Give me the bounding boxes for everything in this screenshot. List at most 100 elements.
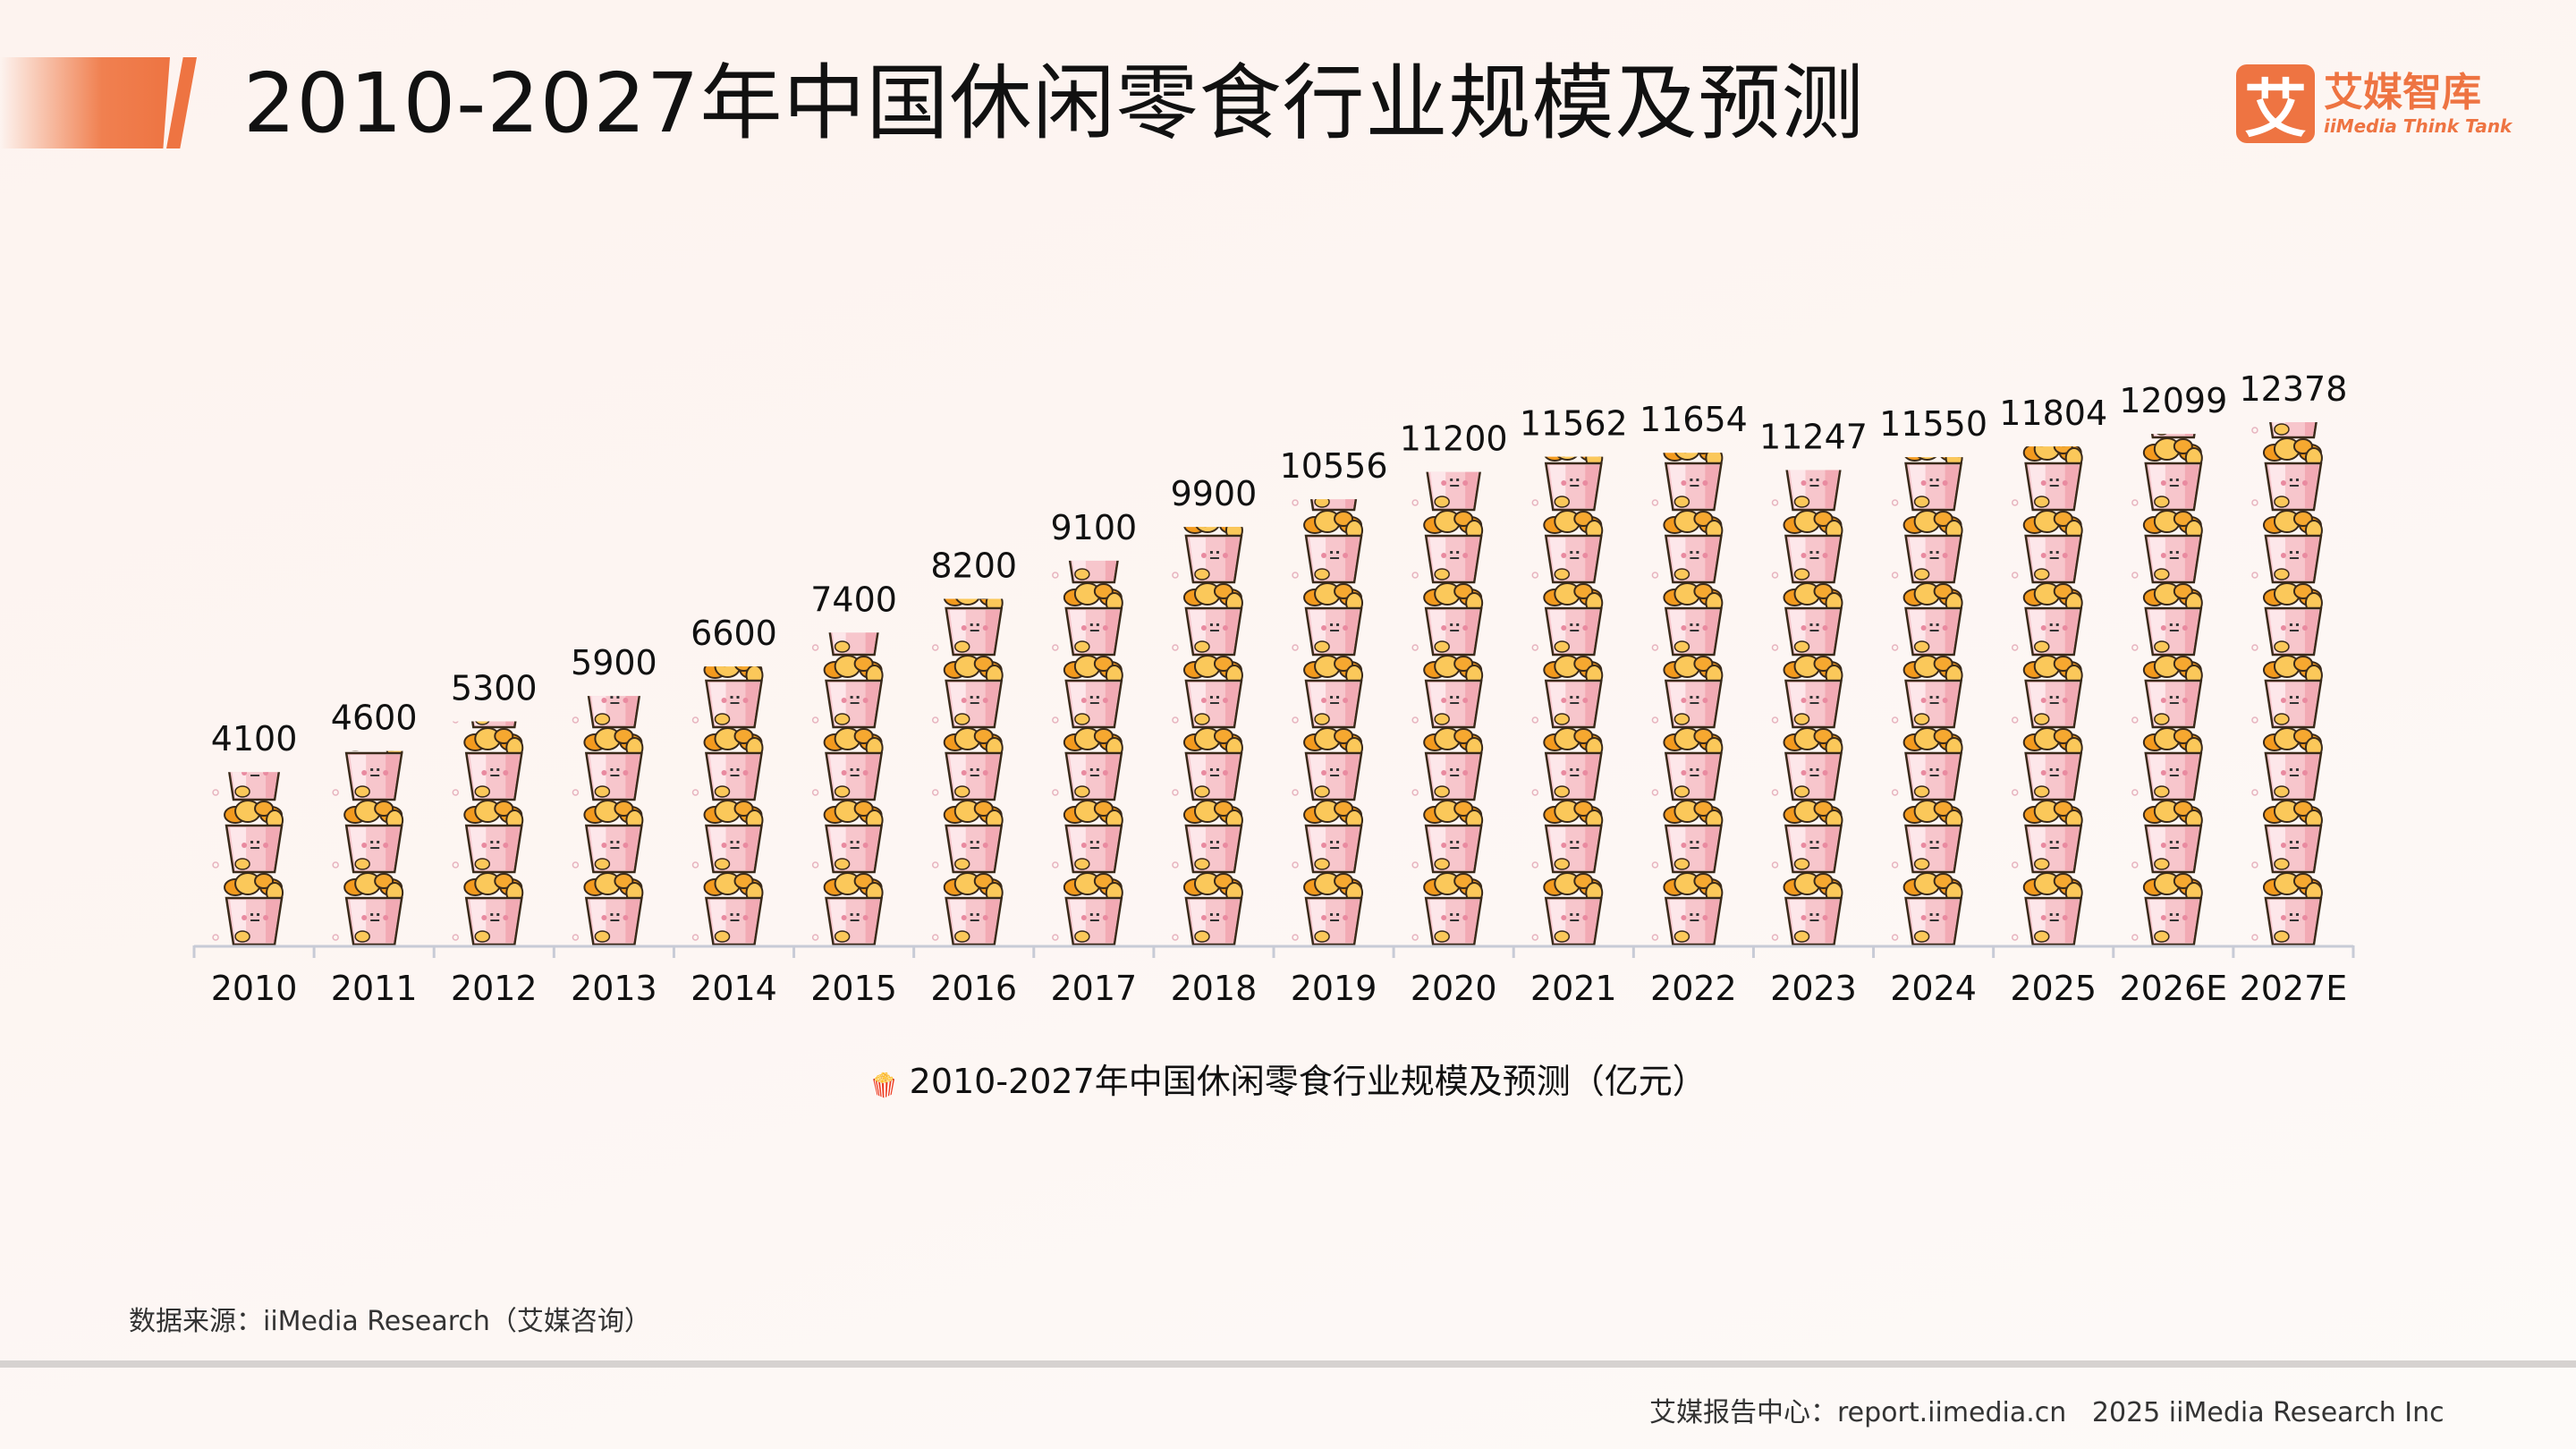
- snack-bucket-icon: [931, 654, 1004, 729]
- snack-bucket-icon: [691, 799, 764, 874]
- data-label: 10556: [1280, 446, 1388, 486]
- snack-bucket-icon: [691, 871, 764, 945]
- snack-bucket-icon: [2132, 293, 2202, 365]
- data-label: 5300: [451, 669, 538, 708]
- x-tick-label: 2019: [1291, 969, 1377, 1008]
- snack-bucket-icon: [331, 750, 404, 801]
- snack-bucket-icon: [1891, 654, 1963, 729]
- snack-bucket-icon: [1531, 581, 1604, 657]
- data-label: 6600: [691, 614, 777, 653]
- snack-bucket-icon: [1292, 366, 1362, 437]
- data-label: 11654: [1640, 400, 1748, 439]
- snack-bucket-icon: [2011, 799, 2083, 874]
- snack-bucket-icon: [2131, 509, 2204, 584]
- snack-bucket-icon: [2131, 436, 2204, 512]
- snack-bucket-icon: [1171, 799, 1244, 874]
- snack-bucket-icon: [813, 511, 883, 582]
- snack-bucket-icon: [1291, 581, 1364, 657]
- data-label: 8200: [930, 546, 1017, 585]
- data-label: 7400: [810, 580, 897, 619]
- data-label: 11804: [1999, 394, 2107, 433]
- snack-bucket-icon: [931, 726, 1004, 801]
- bar-2010: [211, 772, 284, 946]
- snack-bucket-icon: [1771, 581, 1843, 657]
- x-tick-label: 2018: [1171, 969, 1258, 1008]
- snack-bucket-icon: [2131, 799, 2204, 874]
- snack-bucket-icon: [1531, 726, 1604, 801]
- x-tick-label: 2016: [930, 969, 1017, 1008]
- snack-bucket-icon: [811, 654, 884, 729]
- snack-bucket-icon: [2131, 871, 2204, 945]
- snack-bucket-icon: [572, 726, 644, 801]
- snack-bucket-icon: [2011, 581, 2083, 657]
- snack-bucket-icon: [1051, 871, 1124, 945]
- snack-bucket-icon: [2131, 726, 2204, 801]
- snack-bucket-icon: [1771, 871, 1843, 945]
- x-tick-label: 2022: [1650, 969, 1737, 1008]
- snack-bucket-icon: [2250, 509, 2324, 584]
- data-label: 11550: [1879, 404, 1987, 444]
- snack-bucket-icon: [1171, 527, 1244, 584]
- snack-bucket-icon: [1411, 581, 1484, 657]
- snack-bucket-icon: [1053, 438, 1123, 510]
- x-tick-label: 2026E: [2119, 969, 2227, 1008]
- snack-bucket-icon: [211, 871, 284, 946]
- x-tick-label: 2010: [211, 969, 298, 1008]
- snack-bucket-icon: [1171, 726, 1244, 801]
- x-tick-label: 2024: [1890, 969, 1977, 1008]
- snack-bucket-icon: [1651, 726, 1724, 801]
- bar-2022: [1651, 453, 1724, 945]
- snack-bucket-icon: [1771, 799, 1843, 874]
- x-tick-label: 2012: [451, 969, 538, 1008]
- data-label: 11247: [1759, 417, 1868, 456]
- x-tick-label: 2011: [331, 969, 418, 1008]
- snack-bucket-icon: [1171, 871, 1244, 945]
- title-accent-bar: [0, 57, 170, 148]
- snack-bucket-icon: [211, 799, 284, 874]
- snack-bucket-icon: [1051, 726, 1124, 801]
- x-tick-label: 2020: [1411, 969, 1497, 1008]
- bar-2024: [1891, 457, 1963, 945]
- snack-bucket-icon: [1411, 726, 1484, 801]
- x-tick-label: 2014: [691, 969, 777, 1008]
- snack-bucket-icon: [1651, 581, 1724, 657]
- snack-bucket-icon: [1291, 871, 1364, 945]
- logo-cn: 艾媒智库: [2324, 70, 2481, 115]
- snack-bucket-icon: [452, 799, 524, 874]
- snack-bucket-icon: [1891, 581, 1963, 657]
- x-tick-label: 2025: [2010, 969, 2097, 1008]
- data-source: 数据来源：iiMedia Research（艾媒咨询）: [129, 1306, 651, 1337]
- page-title: 2010-2027年中国休闲零食行业规模及预测: [243, 55, 1865, 151]
- data-label: 5900: [571, 643, 657, 682]
- snack-bucket-icon: [2252, 293, 2322, 365]
- bar-2018: [1171, 527, 1244, 945]
- snack-bucket-icon: [1651, 453, 1724, 512]
- logo: 艾 艾媒智库 iiMedia Think Tank: [2236, 64, 2512, 146]
- snack-bucket-icon: [1771, 726, 1843, 801]
- snack-bucket-icon: [1051, 581, 1124, 657]
- data-label: 11562: [1520, 404, 1628, 444]
- snack-bucket-icon: [1531, 456, 1604, 512]
- data-label: 12378: [2239, 369, 2347, 409]
- snack-bucket-icon: [1651, 509, 1724, 584]
- snack-bucket-icon: [1411, 654, 1484, 729]
- snack-bucket-icon: [811, 871, 884, 945]
- snack-bucket-icon: [1291, 509, 1364, 584]
- footer-text: 艾媒报告中心：report.iimedia.cn 2025 iiMedia Re…: [1649, 1397, 2445, 1428]
- snack-bucket-icon: [2250, 581, 2324, 657]
- snack-bucket-icon: [2131, 654, 2204, 729]
- snack-bucket-icon: [331, 871, 404, 945]
- snack-bucket-icon: [1411, 871, 1484, 945]
- snack-bucket-icon: [1051, 654, 1124, 729]
- logo-en: iiMedia Think Tank: [2324, 115, 2512, 137]
- logo-mark: 艾: [2236, 64, 2315, 146]
- snack-bucket-icon: [931, 598, 1004, 657]
- snack-bucket-icon: [2250, 799, 2324, 874]
- snack-bucket-icon: [572, 799, 644, 874]
- snack-bucket-icon: [452, 726, 524, 801]
- snack-bucket-icon: [2011, 871, 2083, 945]
- x-tick-label: 2017: [1050, 969, 1137, 1008]
- snack-bucket-icon: [931, 799, 1004, 874]
- snack-bucket-icon: [1531, 654, 1604, 729]
